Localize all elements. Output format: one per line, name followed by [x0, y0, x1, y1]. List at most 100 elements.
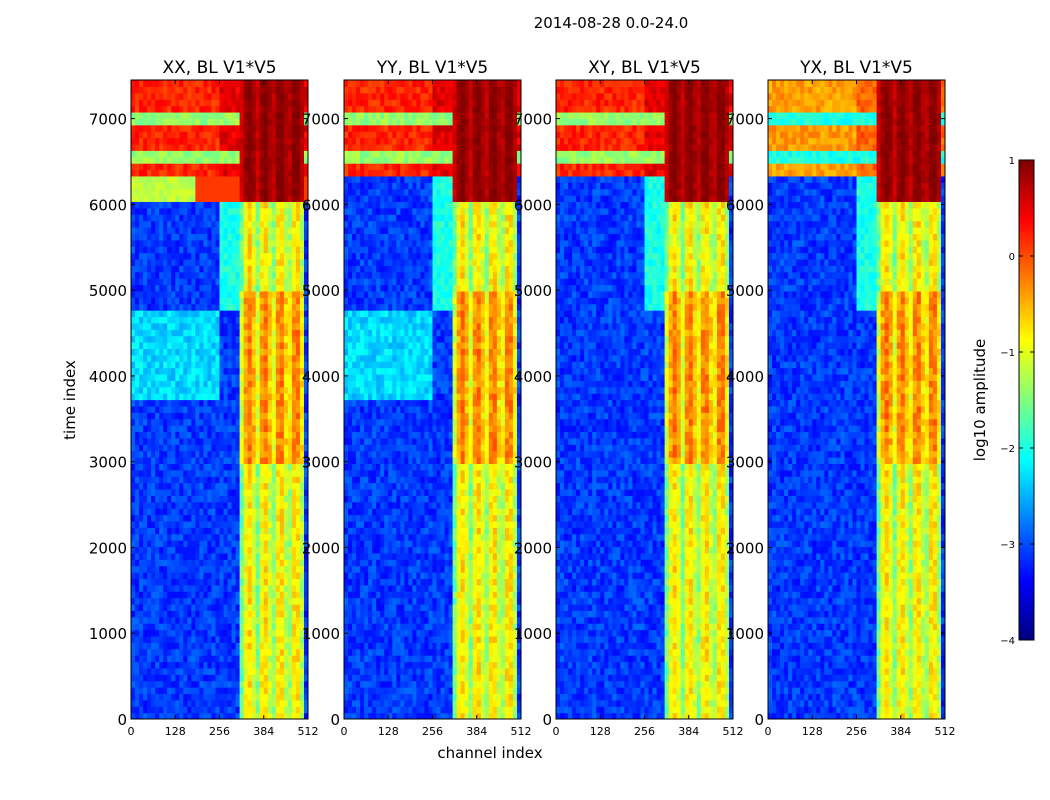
- heatmap-cell: [287, 680, 293, 688]
- heatmap-cell: [187, 648, 192, 656]
- heatmap-cell: [219, 182, 225, 190]
- heatmap-cell: [199, 520, 205, 528]
- heatmap-cell: [299, 648, 305, 656]
- heatmap-cell: [263, 297, 269, 305]
- heatmap-cell: [155, 635, 160, 643]
- heatmap-cell: [191, 156, 196, 164]
- heatmap-cell: [171, 488, 176, 496]
- heatmap-cell: [223, 405, 229, 413]
- heatmap-cell: [171, 527, 176, 535]
- heatmap-cell: [135, 111, 140, 119]
- heatmap-cell: [255, 214, 261, 222]
- heatmap-cell: [412, 693, 418, 701]
- heatmap-cell: [267, 687, 273, 695]
- heatmap-cell: [287, 591, 293, 599]
- heatmap-cell: [235, 214, 241, 222]
- heatmap-cell: [203, 156, 209, 164]
- heatmap-cell: [135, 648, 140, 656]
- heatmap-cell: [203, 603, 209, 611]
- heatmap-cell: [163, 137, 168, 145]
- heatmap-cell: [263, 642, 269, 650]
- heatmap-cell: [227, 412, 233, 420]
- heatmap-cell: [299, 354, 305, 362]
- heatmap-cell: [227, 195, 233, 203]
- heatmap-cell: [199, 316, 205, 324]
- heatmap-cell: [303, 271, 308, 279]
- heatmap-cell: [368, 635, 373, 643]
- heatmap-cell: [191, 386, 196, 394]
- heatmap-cell: [203, 143, 209, 151]
- heatmap-cell: [227, 648, 233, 656]
- heatmap-cell: [420, 693, 426, 701]
- heatmap-cell: [472, 674, 478, 682]
- heatmap-cell: [163, 642, 168, 650]
- heatmap-cell: [155, 258, 160, 266]
- heatmap-cell: [231, 124, 237, 132]
- heatmap-cell: [207, 431, 213, 439]
- heatmap-cell: [271, 450, 277, 458]
- heatmap-cell: [171, 648, 176, 656]
- heatmap-cell: [255, 565, 261, 573]
- heatmap-cell: [227, 667, 233, 675]
- heatmap-cell: [243, 661, 249, 669]
- heatmap-cell: [271, 131, 277, 139]
- heatmap-cell: [287, 258, 293, 266]
- heatmap-cell: [175, 226, 180, 234]
- heatmap-cell: [187, 169, 192, 177]
- heatmap-cell: [179, 450, 184, 458]
- heatmap-cell: [171, 476, 176, 484]
- heatmap-cell: [159, 603, 164, 611]
- heatmap-cell: [255, 508, 261, 516]
- heatmap-cell: [231, 316, 237, 324]
- heatmap-cell: [251, 616, 257, 624]
- heatmap-cell: [476, 655, 482, 663]
- heatmap-cell: [452, 648, 458, 656]
- heatmap-cell: [360, 667, 365, 675]
- heatmap-cell: [291, 163, 297, 171]
- heatmap-cell: [139, 329, 144, 337]
- heatmap-cell: [508, 655, 514, 663]
- heatmap-cell: [239, 693, 245, 701]
- heatmap-cell: [492, 706, 498, 714]
- heatmap-cell: [259, 239, 265, 247]
- heatmap-cell: [295, 706, 301, 714]
- heatmap-cell: [291, 137, 297, 145]
- heatmap-cell: [271, 546, 277, 554]
- heatmap-cell: [183, 329, 188, 337]
- heatmap-cell: [492, 699, 498, 707]
- heatmap-cell: [143, 514, 148, 522]
- heatmap-cell: [131, 380, 136, 388]
- heatmap-cell: [183, 386, 188, 394]
- heatmap-cell: [243, 252, 249, 260]
- heatmap-cell: [131, 444, 136, 452]
- heatmap-cell: [215, 655, 221, 663]
- heatmap-cell: [420, 712, 426, 719]
- x-tick-label: 0: [128, 725, 135, 738]
- heatmap-cell: [175, 361, 180, 369]
- heatmap-cell: [255, 169, 261, 177]
- heatmap-cell: [267, 329, 273, 337]
- heatmap-cell: [283, 667, 289, 675]
- heatmap-cell: [247, 143, 253, 151]
- heatmap-cell: [348, 712, 353, 719]
- heatmap-cell: [239, 220, 245, 228]
- heatmap-cell: [255, 533, 261, 541]
- heatmap-cell: [299, 143, 305, 151]
- heatmap-cell: [155, 610, 160, 618]
- heatmap-cell: [179, 380, 184, 388]
- heatmap-cell: [139, 118, 144, 126]
- heatmap-cell: [508, 680, 514, 688]
- heatmap-cell: [155, 92, 160, 100]
- heatmap-cell: [227, 693, 233, 701]
- heatmap-cell: [267, 175, 273, 183]
- heatmap-cell: [287, 527, 293, 535]
- heatmap-cell: [131, 508, 136, 516]
- heatmap-cell: [131, 175, 136, 183]
- heatmap-cell: [143, 444, 148, 452]
- heatmap-cell: [203, 623, 209, 631]
- heatmap-cell: [279, 693, 285, 701]
- heatmap-cell: [199, 175, 205, 183]
- heatmap-cell: [444, 661, 450, 669]
- heatmap-cell: [364, 680, 369, 688]
- heatmap-cell: [299, 361, 305, 369]
